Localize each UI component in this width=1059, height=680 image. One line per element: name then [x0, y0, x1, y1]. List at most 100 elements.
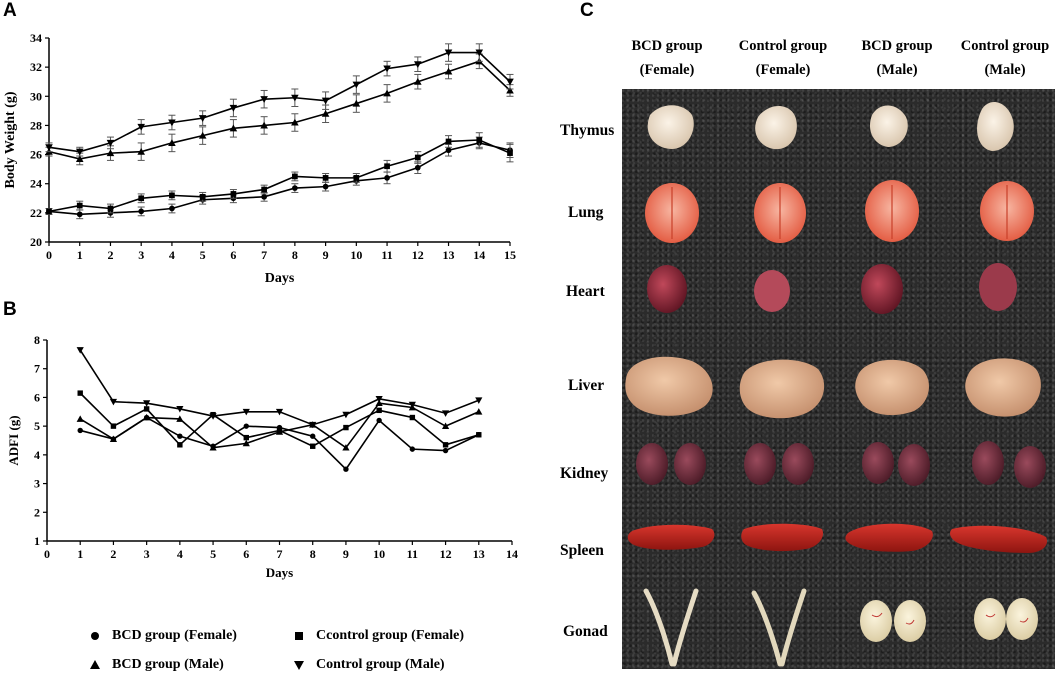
column-header-line: Control group: [960, 38, 1050, 54]
data-point-triangle-down: [137, 123, 145, 131]
row-label-kidney: Kidney: [560, 465, 609, 482]
data-point-triangle-down: [352, 81, 361, 89]
data-point-square: [243, 434, 249, 441]
x-tick-label: 10: [350, 248, 362, 262]
column-header-line: (Male): [984, 62, 1026, 78]
data-point-triangle-down: [143, 400, 151, 407]
data-point-triangle-down: [76, 347, 84, 354]
column-header-line: BCD group: [631, 38, 703, 54]
panel-label-b: B: [3, 299, 17, 320]
data-point-triangle-down: [229, 104, 238, 112]
data-point-triangle-down: [444, 49, 453, 57]
x-tick-label: 3: [138, 248, 144, 262]
data-point-triangle-down: [75, 148, 84, 156]
lung-samples: [645, 180, 1034, 243]
x-tick-label: 12: [412, 248, 424, 262]
data-point-circle: [442, 447, 449, 454]
series-line: [48, 60, 511, 160]
data-point-triangle-down: [342, 411, 350, 419]
x-tick-label: 14: [473, 248, 485, 262]
legend-item-bcd-male: BCD group (Male): [88, 657, 224, 673]
data-point-square: [292, 173, 298, 180]
data-point-square: [143, 406, 150, 412]
square-marker-icon: [295, 632, 303, 640]
legend-label: BCD group (Male): [112, 657, 224, 672]
x-tick-label: 2: [107, 248, 113, 262]
x-tick-label: 11: [381, 248, 392, 262]
legend-item-control-female: Ccontrol group (Female): [292, 628, 464, 644]
kidney-samples: [636, 441, 1046, 488]
column-header-bcd-female: BCD group (Female): [612, 34, 722, 82]
data-point-triangle-up: [375, 399, 383, 407]
data-point-square: [169, 192, 175, 199]
y-tick-label: 22: [30, 206, 42, 220]
data-point-circle: [322, 183, 329, 190]
data-point-triangle-up: [242, 439, 250, 447]
x-tick-label: 9: [343, 547, 349, 561]
data-point-triangle-down: [375, 395, 383, 403]
organ-images: [625, 102, 1048, 667]
x-axis-label: Days: [266, 565, 293, 580]
data-point-circle: [169, 205, 175, 212]
heart-samples: [647, 263, 1017, 314]
data-point-triangle-down: [45, 144, 53, 152]
data-point-triangle-down: [291, 94, 299, 102]
data-point-triangle-down: [106, 139, 115, 147]
data-point-square: [507, 150, 513, 156]
x-tick-label: 14: [506, 547, 518, 561]
triangle-down-marker-icon: [294, 661, 304, 670]
x-tick-label: 5: [210, 547, 216, 561]
data-point-triangle-down: [475, 49, 484, 57]
y-tick-label: 20: [30, 235, 42, 249]
data-point-square: [46, 208, 52, 215]
y-tick-label: 4: [34, 448, 40, 462]
spleen-samples: [627, 523, 1048, 553]
y-axis-label: ADFI (g): [6, 415, 21, 465]
gonad-samples: [643, 588, 1038, 667]
data-point-triangle-up: [414, 77, 422, 85]
y-tick-label: 32: [30, 60, 42, 74]
x-tick-label: 6: [230, 248, 236, 262]
y-tick-label: 1: [34, 534, 40, 548]
data-point-square: [138, 195, 145, 202]
data-point-triangle-down: [260, 96, 268, 103]
y-tick-label: 2: [34, 505, 40, 519]
liver-samples: [625, 356, 1041, 419]
data-point-triangle-down: [475, 397, 483, 404]
data-point-triangle-down: [176, 406, 184, 413]
y-tick-label: 28: [30, 118, 42, 132]
data-point-square: [476, 137, 483, 143]
data-point-triangle-up: [506, 86, 514, 94]
data-point-square: [442, 442, 449, 448]
y-tick-label: 6: [34, 390, 40, 404]
data-point-triangle-up: [441, 422, 450, 430]
data-point-circle: [414, 164, 421, 171]
data-point-triangle-up: [106, 149, 115, 157]
x-tick-label: 4: [169, 248, 175, 262]
column-header-control-male: Control group (Male): [950, 34, 1059, 82]
data-point-triangle-up: [137, 147, 145, 155]
data-point-triangle-down: [309, 421, 317, 429]
data-point-triangle-down: [414, 61, 422, 69]
x-tick-label: 9: [323, 248, 329, 262]
data-point-triangle-down: [242, 408, 250, 416]
data-point-triangle-up: [229, 124, 238, 132]
triangle-up-marker-icon: [90, 660, 100, 669]
data-point-circle: [384, 175, 390, 181]
x-tick-label: 7: [261, 248, 267, 262]
row-label-liver: Liver: [568, 377, 605, 394]
y-tick-label: 30: [30, 89, 42, 103]
circle-marker-icon: [91, 632, 99, 640]
thymus-samples: [647, 102, 1014, 151]
x-tick-label: 13: [473, 547, 485, 561]
x-axis-label: Days: [265, 271, 295, 286]
data-point-triangle-up: [109, 435, 118, 442]
row-label-lung: Lung: [568, 204, 604, 221]
x-tick-label: 10: [373, 547, 385, 561]
data-point-square: [322, 175, 329, 181]
data-point-triangle-up: [352, 99, 361, 107]
data-point-triangle-down: [408, 401, 416, 409]
x-tick-label: 1: [77, 248, 83, 262]
data-point-triangle-up: [209, 444, 217, 451]
column-header-line: (Female): [755, 62, 811, 78]
